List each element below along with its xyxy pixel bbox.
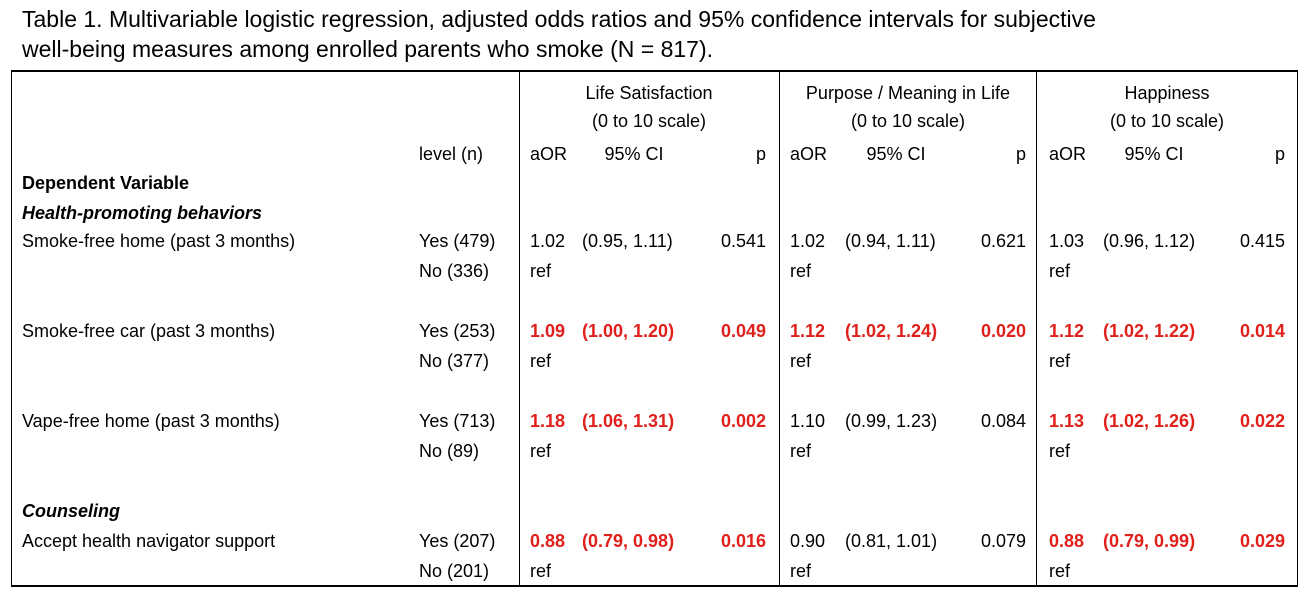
p-value: 0.415	[1239, 231, 1285, 251]
ref-value: ref	[1049, 351, 1071, 371]
ref-value: ref	[1049, 261, 1071, 281]
ci-value: (1.06, 1.31)	[582, 411, 675, 431]
section-dependent: Dependent Variable	[22, 173, 190, 193]
col-header-ci: 95% CI	[604, 144, 664, 164]
ci-value: (0.99, 1.23)	[845, 411, 938, 431]
group-title: Purpose / Meaning in Life	[805, 83, 1011, 103]
p-value: 0.541	[720, 231, 766, 251]
col-header-p: p	[1015, 144, 1026, 164]
caption-line-2: well-being measures among enrolled paren…	[22, 36, 713, 62]
ci-value: (1.02, 1.24)	[845, 321, 938, 341]
col-header-aor: aOR	[790, 144, 828, 164]
ref-value: ref	[790, 261, 812, 281]
group-scale: (0 to 10 scale)	[591, 111, 707, 131]
col-header-aor: aOR	[1049, 144, 1087, 164]
col-header-p: p	[1274, 144, 1285, 164]
group-divider	[1036, 70, 1037, 587]
ref-value: ref	[790, 561, 812, 581]
ref-value: ref	[1049, 441, 1071, 461]
col-header-ci: 95% CI	[866, 144, 926, 164]
col-header-level: level (n)	[419, 144, 484, 164]
ci-value: (0.79, 0.98)	[582, 531, 675, 551]
section-counseling: Counseling	[22, 501, 120, 521]
aor-value: 1.03	[1049, 231, 1085, 251]
aor-value: 0.88	[1049, 531, 1085, 551]
p-value: 0.079	[980, 531, 1026, 551]
p-value: 0.049	[720, 321, 766, 341]
p-value: 0.002	[720, 411, 766, 431]
col-header-aor: aOR	[530, 144, 568, 164]
ref-value: ref	[530, 561, 552, 581]
p-value: 0.020	[980, 321, 1026, 341]
ref-value: ref	[530, 441, 552, 461]
group-title: Happiness	[1124, 83, 1210, 103]
aor-value: 1.02	[790, 231, 826, 251]
ci-value: (0.95, 1.11)	[582, 231, 673, 251]
level-no: No (336)	[419, 261, 490, 281]
group-divider	[779, 70, 780, 587]
aor-value: 1.10	[790, 411, 826, 431]
group-title: Life Satisfaction	[585, 83, 713, 103]
level-yes: Yes (207)	[419, 531, 496, 551]
p-value: 0.621	[980, 231, 1026, 251]
level-yes: Yes (713)	[419, 411, 496, 431]
aor-value: 1.02	[530, 231, 566, 251]
row-label: Smoke-free car (past 3 months)	[22, 321, 276, 341]
p-value: 0.084	[980, 411, 1026, 431]
ci-value: (0.94, 1.11)	[845, 231, 936, 251]
section-health: Health-promoting behaviors	[22, 203, 263, 223]
p-value: 0.029	[1239, 531, 1285, 551]
ci-value: (0.79, 0.99)	[1103, 531, 1196, 551]
caption-line-1: Table 1. Multivariable logistic regressi…	[22, 6, 1096, 32]
row-label: Smoke-free home (past 3 months)	[22, 231, 296, 251]
ci-value: (0.81, 1.01)	[845, 531, 938, 551]
aor-value: 1.12	[1049, 321, 1085, 341]
group-scale: (0 to 10 scale)	[850, 111, 966, 131]
level-no: No (201)	[419, 561, 490, 581]
col-header-p: p	[755, 144, 766, 164]
level-no: No (377)	[419, 351, 490, 371]
ci-value: (1.00, 1.20)	[582, 321, 675, 341]
ci-value: (1.02, 1.26)	[1103, 411, 1196, 431]
table-frame	[11, 70, 1298, 587]
aor-value: 0.90	[790, 531, 826, 551]
ref-value: ref	[790, 441, 812, 461]
aor-value: 1.18	[530, 411, 566, 431]
p-value: 0.022	[1239, 411, 1285, 431]
ref-value: ref	[790, 351, 812, 371]
table-caption: Table 1. Multivariable logistic regressi…	[22, 4, 1292, 64]
ref-value: ref	[1049, 561, 1071, 581]
level-yes: Yes (253)	[419, 321, 496, 341]
aor-value: 1.13	[1049, 411, 1085, 431]
aor-value: 0.88	[530, 531, 566, 551]
level-yes: Yes (479)	[419, 231, 496, 251]
aor-value: 1.12	[790, 321, 826, 341]
p-value: 0.014	[1239, 321, 1285, 341]
ref-value: ref	[530, 261, 552, 281]
level-no: No (89)	[419, 441, 480, 461]
p-value: 0.016	[720, 531, 766, 551]
ci-value: (0.96, 1.12)	[1103, 231, 1196, 251]
ref-value: ref	[530, 351, 552, 371]
group-scale: (0 to 10 scale)	[1109, 111, 1225, 131]
ci-value: (1.02, 1.22)	[1103, 321, 1196, 341]
col-header-ci: 95% CI	[1124, 144, 1184, 164]
row-label: Vape-free home (past 3 months)	[22, 411, 280, 431]
group-divider	[519, 70, 520, 587]
row-label: Accept health navigator support	[22, 531, 276, 551]
aor-value: 1.09	[530, 321, 566, 341]
